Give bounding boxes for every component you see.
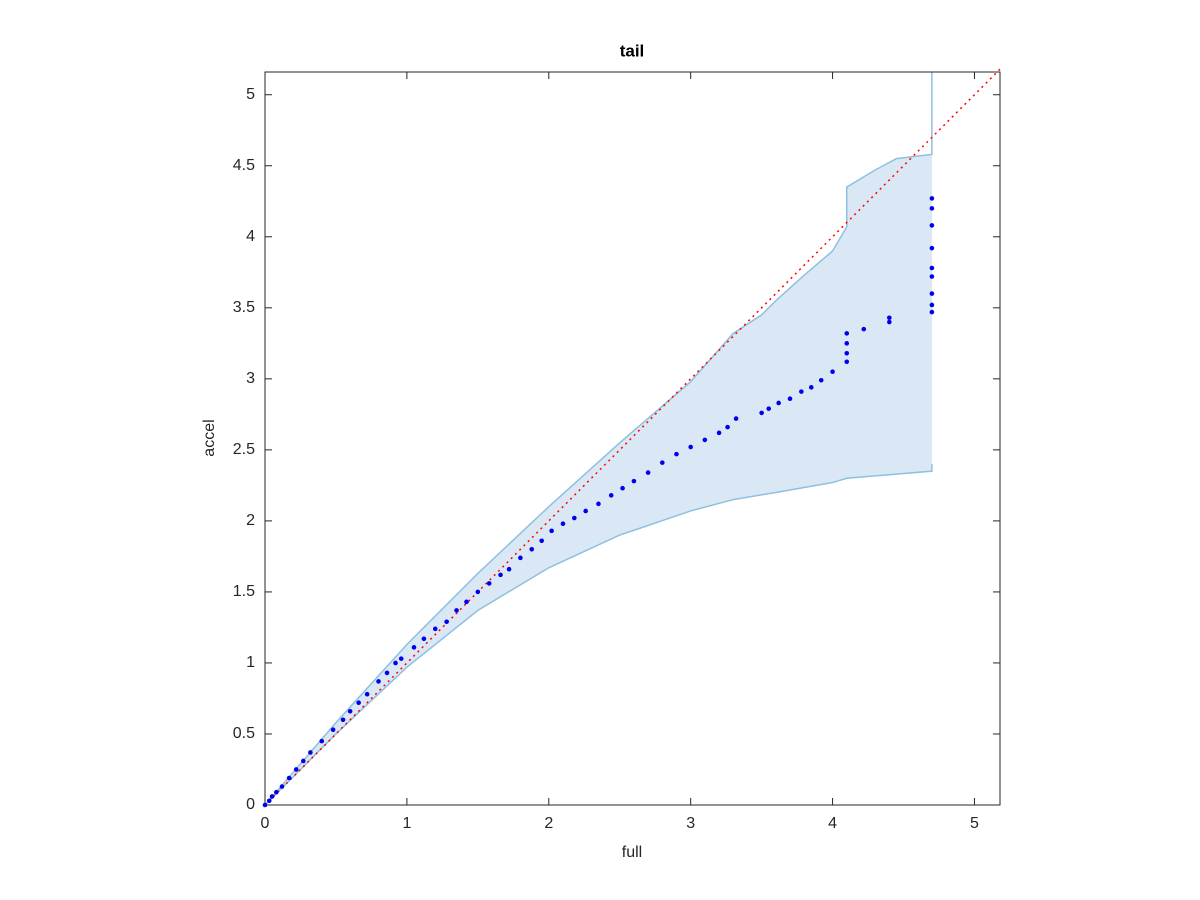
point: [929, 223, 935, 228]
point: [411, 645, 417, 650]
point: [518, 555, 523, 561]
point: [733, 416, 739, 421]
point: [301, 758, 306, 764]
point: [830, 369, 835, 375]
point: [776, 400, 781, 406]
x-tick-label: 0: [261, 815, 270, 832]
point: [887, 315, 892, 321]
x-tick-label: 4: [828, 815, 837, 832]
point: [725, 424, 730, 430]
point: [929, 291, 935, 296]
point: [340, 717, 346, 723]
point: [475, 589, 481, 595]
point: [444, 619, 449, 625]
point: [293, 767, 299, 772]
y-tick-label: 5: [246, 86, 255, 103]
y-tick-label: 1: [246, 654, 255, 671]
point: [887, 319, 892, 325]
point: [319, 738, 325, 744]
point: [266, 798, 272, 804]
x-tick-label: 3: [686, 815, 695, 832]
chart-title: tail: [620, 41, 645, 60]
point: [659, 460, 665, 465]
point: [398, 656, 404, 661]
point: [799, 389, 804, 394]
point: [286, 775, 292, 781]
point: [844, 350, 850, 356]
point: [808, 385, 814, 390]
point: [759, 410, 764, 416]
y-tick-label: 3: [246, 370, 255, 387]
point: [432, 626, 438, 632]
point: [356, 700, 361, 706]
plot-frame: [264, 71, 1001, 806]
point: [486, 581, 492, 586]
point: [818, 377, 824, 383]
point: [572, 515, 577, 521]
band-edge: [264, 464, 933, 806]
point: [464, 599, 469, 605]
point: [844, 341, 850, 346]
point: [393, 660, 398, 666]
y-tick-label: 1.5: [233, 583, 255, 600]
point: [330, 727, 336, 733]
y-tick-label: 2.5: [233, 441, 255, 458]
y-tick-label: 0: [246, 796, 255, 813]
x-axis-label: full: [622, 844, 642, 861]
point: [274, 789, 279, 795]
point: [364, 691, 370, 697]
point: [929, 274, 935, 279]
x-tick-label: 1: [402, 815, 411, 832]
point: [929, 265, 935, 271]
point: [279, 784, 285, 789]
point: [787, 396, 793, 402]
point: [347, 708, 353, 714]
y-tick-label: 0.5: [233, 725, 255, 742]
band-area: [265, 72, 932, 805]
point: [539, 538, 544, 544]
point: [716, 430, 722, 436]
point: [929, 196, 935, 201]
y-tick-label: 3.5: [233, 299, 255, 316]
y-tick-label: 4: [246, 228, 255, 245]
point: [844, 331, 850, 336]
point: [861, 326, 867, 332]
point: [269, 794, 275, 799]
point: [596, 501, 601, 507]
point: [506, 566, 512, 572]
y-tick-label: 2: [246, 512, 255, 529]
point: [529, 547, 535, 552]
point: [608, 493, 614, 498]
point: [421, 636, 427, 642]
point: [560, 521, 566, 527]
point: [702, 437, 708, 443]
point: [549, 528, 554, 534]
point: [929, 302, 935, 308]
point: [376, 679, 381, 684]
point: [929, 245, 935, 251]
point: [844, 359, 850, 365]
point: [631, 478, 637, 484]
band-edge: [264, 72, 933, 806]
y-axis-label: accel: [201, 419, 218, 456]
point: [384, 670, 390, 676]
point: [308, 750, 313, 755]
point: [645, 470, 651, 475]
point: [454, 608, 459, 613]
point: [620, 485, 625, 491]
point: [929, 309, 935, 315]
point: [498, 572, 503, 578]
y-tick-label: 4.5: [233, 157, 255, 174]
point: [583, 508, 588, 514]
point: [929, 206, 935, 211]
x-tick-label: 2: [544, 815, 553, 832]
point: [688, 444, 693, 450]
point: [766, 406, 772, 411]
point: [262, 802, 268, 808]
point: [674, 451, 679, 457]
x-tick-label: 5: [970, 815, 979, 832]
